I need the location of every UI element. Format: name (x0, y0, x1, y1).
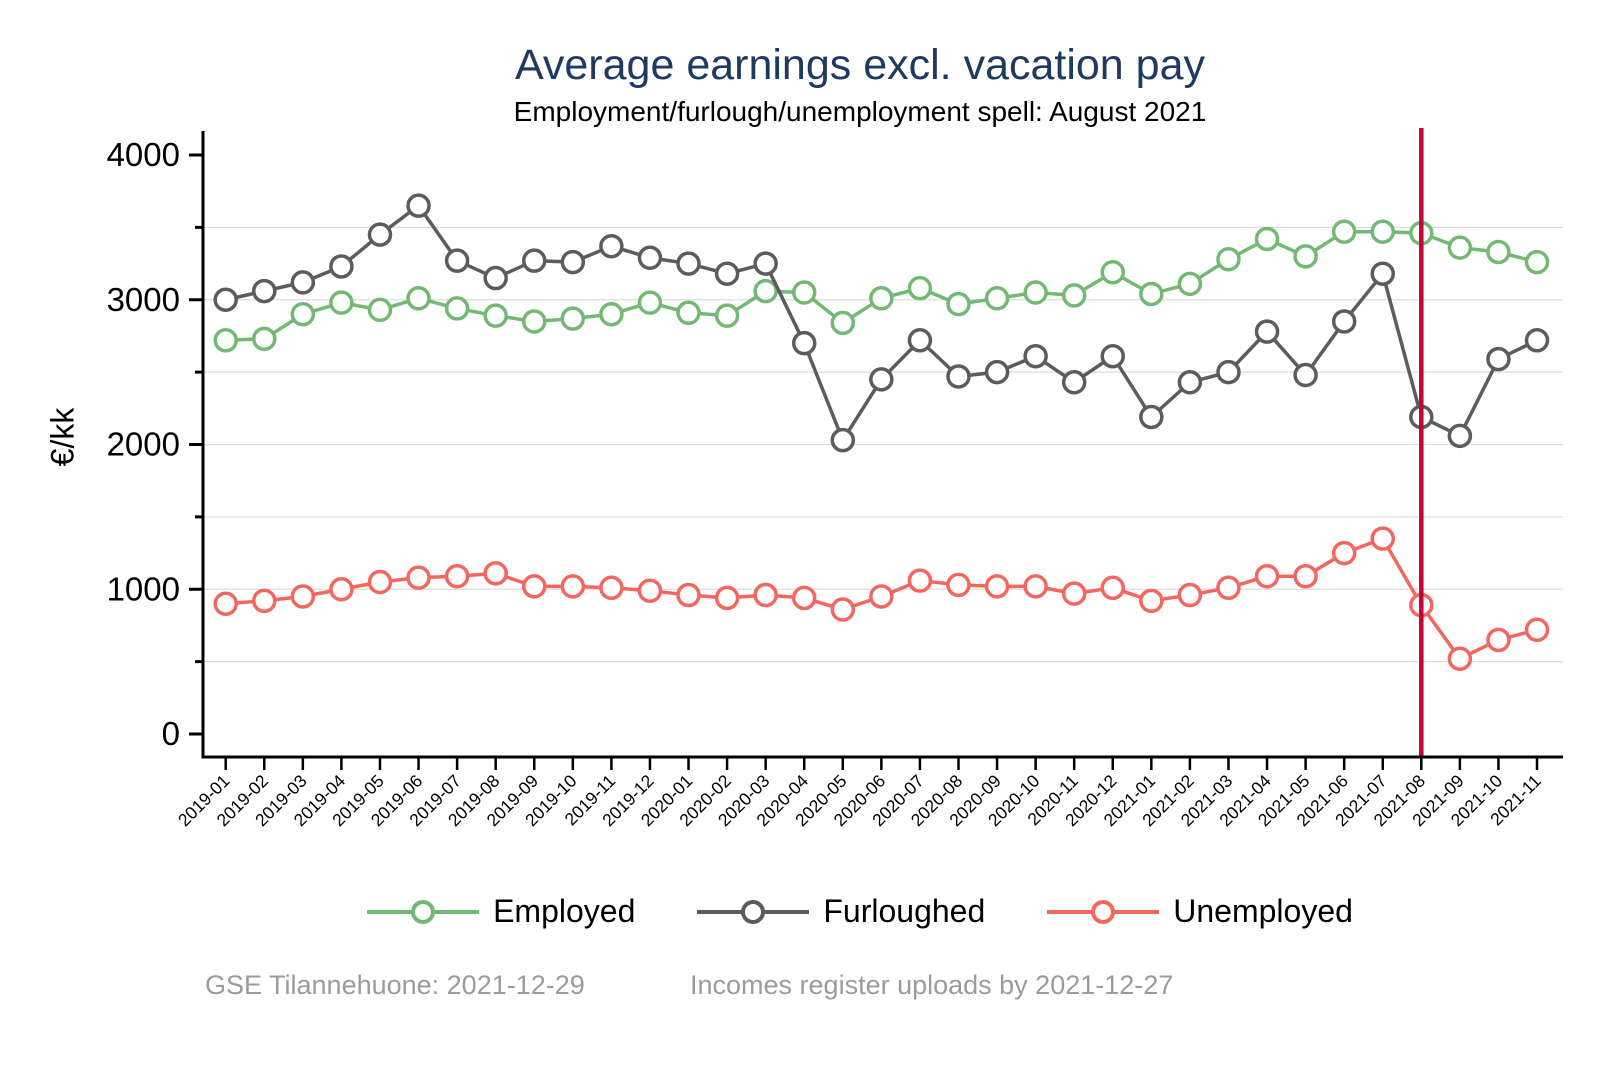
chart-title: Average earnings excl. vacation pay (514, 41, 1205, 89)
furloughed-line-marker-icon (697, 899, 810, 924)
svg-text:4000: 4000 (107, 136, 180, 173)
y-tick-labels: 0 1000 2000 3000 4000 (107, 136, 180, 752)
employed-line-marker-icon (367, 899, 480, 924)
footer-uploads-date: Incomes register uploads by 2021-12-27 (690, 970, 1174, 1000)
unemployed-line-marker-icon (1047, 899, 1160, 924)
legend-item-unemployed: Unemployed (1047, 893, 1353, 930)
series-employed (213, 219, 1550, 353)
legend-label-employed: Employed (493, 893, 636, 929)
legend-item-employed: Employed (367, 893, 635, 930)
chart-subtitle: Employment/furlough/unemployment spell: … (513, 96, 1207, 127)
footer-generated-date: GSE Tilannehuone: 2021-12-29 (205, 970, 585, 1000)
legend-item-furloughed: Furloughed (697, 893, 985, 930)
svg-text:0: 0 (162, 715, 180, 752)
svg-text:1000: 1000 (107, 570, 180, 607)
legend-label-unemployed: Unemployed (1173, 893, 1353, 929)
series-unemployed (213, 526, 1550, 671)
legend: Employed Furloughed Unemployed (60, 893, 1600, 930)
series-furloughed (213, 193, 1550, 453)
legend-label-furloughed: Furloughed (823, 893, 986, 929)
y-ticks (189, 153, 203, 736)
svg-text:3000: 3000 (107, 281, 180, 318)
x-ticks (224, 757, 1539, 770)
x-tick-labels: 2019-012019-022019-032019-042019-052019-… (174, 771, 1545, 831)
svg-text:2000: 2000 (107, 426, 180, 463)
